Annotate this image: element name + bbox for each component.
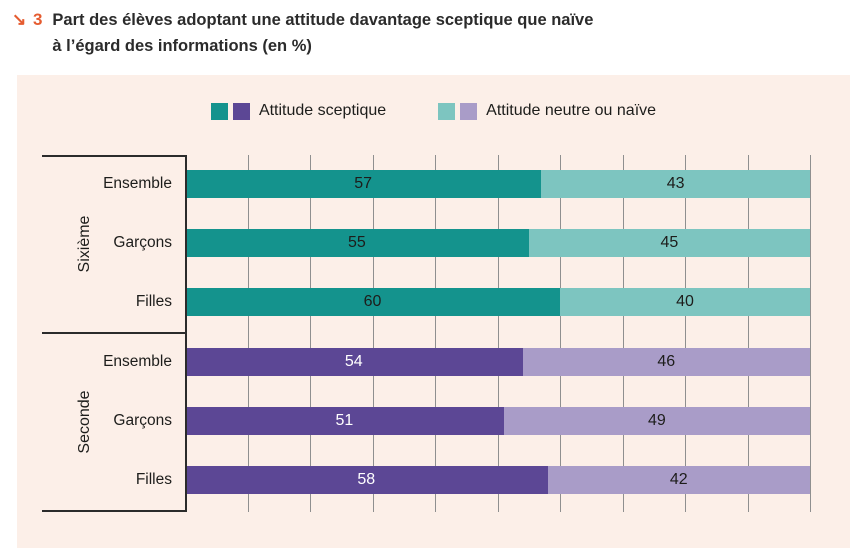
gridline-70 xyxy=(622,155,624,512)
gridline-60 xyxy=(560,155,561,512)
gridline-10 xyxy=(247,155,249,512)
bar-segment-naive: 45 xyxy=(528,229,810,257)
label-box-bottom-line xyxy=(42,510,187,512)
gridline-50 xyxy=(497,155,499,512)
chart-title: ↘ 3 Part des élèves adoptant une attitud… xyxy=(12,7,593,59)
bar-segment-sceptique: 51 xyxy=(185,407,504,435)
chart-panel: Attitude sceptique Attitude neutre ou na… xyxy=(17,75,850,548)
group-label-seconde: Seconde xyxy=(76,390,93,454)
figure-number-marker: ↘ 3 xyxy=(12,10,44,29)
row-label-sixième-2: Filles xyxy=(135,293,172,310)
gridline-30 xyxy=(372,155,374,512)
bar-row: 51 49 xyxy=(185,407,810,435)
legend-label-sceptique: Attitude sceptique xyxy=(258,102,387,119)
chart-title-line2: à l’égard des informations (en %) xyxy=(52,37,312,55)
gridline-100 xyxy=(810,155,811,512)
label-box-top-line xyxy=(42,155,187,157)
gridline-20 xyxy=(310,155,311,512)
gridline-80 xyxy=(685,155,686,512)
legend: Attitude sceptique Attitude neutre ou na… xyxy=(17,102,850,120)
legend-item-sceptique: Attitude sceptique xyxy=(210,102,387,120)
bar-segment-sceptique: 58 xyxy=(185,466,548,494)
bar-segment-sceptique: 60 xyxy=(185,288,560,316)
y-axis-line xyxy=(185,155,187,510)
legend-swatch-purple xyxy=(232,102,250,120)
gridline-40 xyxy=(435,155,436,512)
bar-segment-naive: 42 xyxy=(547,466,810,494)
legend-item-naive: Attitude neutre ou naïve xyxy=(438,102,656,120)
row-label-sixième-0: Ensemble xyxy=(103,175,172,192)
bar-segment-naive: 40 xyxy=(560,288,810,316)
bar-row: 58 42 xyxy=(185,466,810,494)
label-box-divider-line xyxy=(42,332,187,334)
bar-row: 57 43 xyxy=(185,170,810,198)
chart-title-line1: Part des élèves adoptant une attitude da… xyxy=(52,11,594,29)
bar-segment-sceptique: 55 xyxy=(185,229,529,257)
bar-row: 54 46 xyxy=(185,348,810,376)
bar-segment-naive: 43 xyxy=(541,170,810,198)
bar-row: 60 40 xyxy=(185,288,810,316)
legend-swatch-teal xyxy=(210,102,228,120)
row-label-sixième-1: Garçons xyxy=(113,234,172,251)
legend-swatch-light-purple xyxy=(460,102,478,120)
bar-segment-sceptique: 57 xyxy=(185,170,542,198)
chart-title-text: Part des élèves adoptant une attitude da… xyxy=(52,7,593,59)
bar-row: 55 45 xyxy=(185,229,810,257)
legend-swatch-light-teal xyxy=(438,102,456,120)
group-label-sixieme: Sixième xyxy=(76,215,93,273)
legend-label-naive: Attitude neutre ou naïve xyxy=(486,102,657,119)
bar-segment-naive: 49 xyxy=(503,407,810,435)
gridline-90 xyxy=(747,155,749,512)
row-label-seconde-0: Ensemble xyxy=(103,353,172,370)
row-label-seconde-2: Filles xyxy=(135,471,172,488)
bar-segment-naive: 46 xyxy=(522,348,810,376)
bar-segment-sceptique: 54 xyxy=(185,348,523,376)
row-label-seconde-1: Garçons xyxy=(113,412,172,429)
